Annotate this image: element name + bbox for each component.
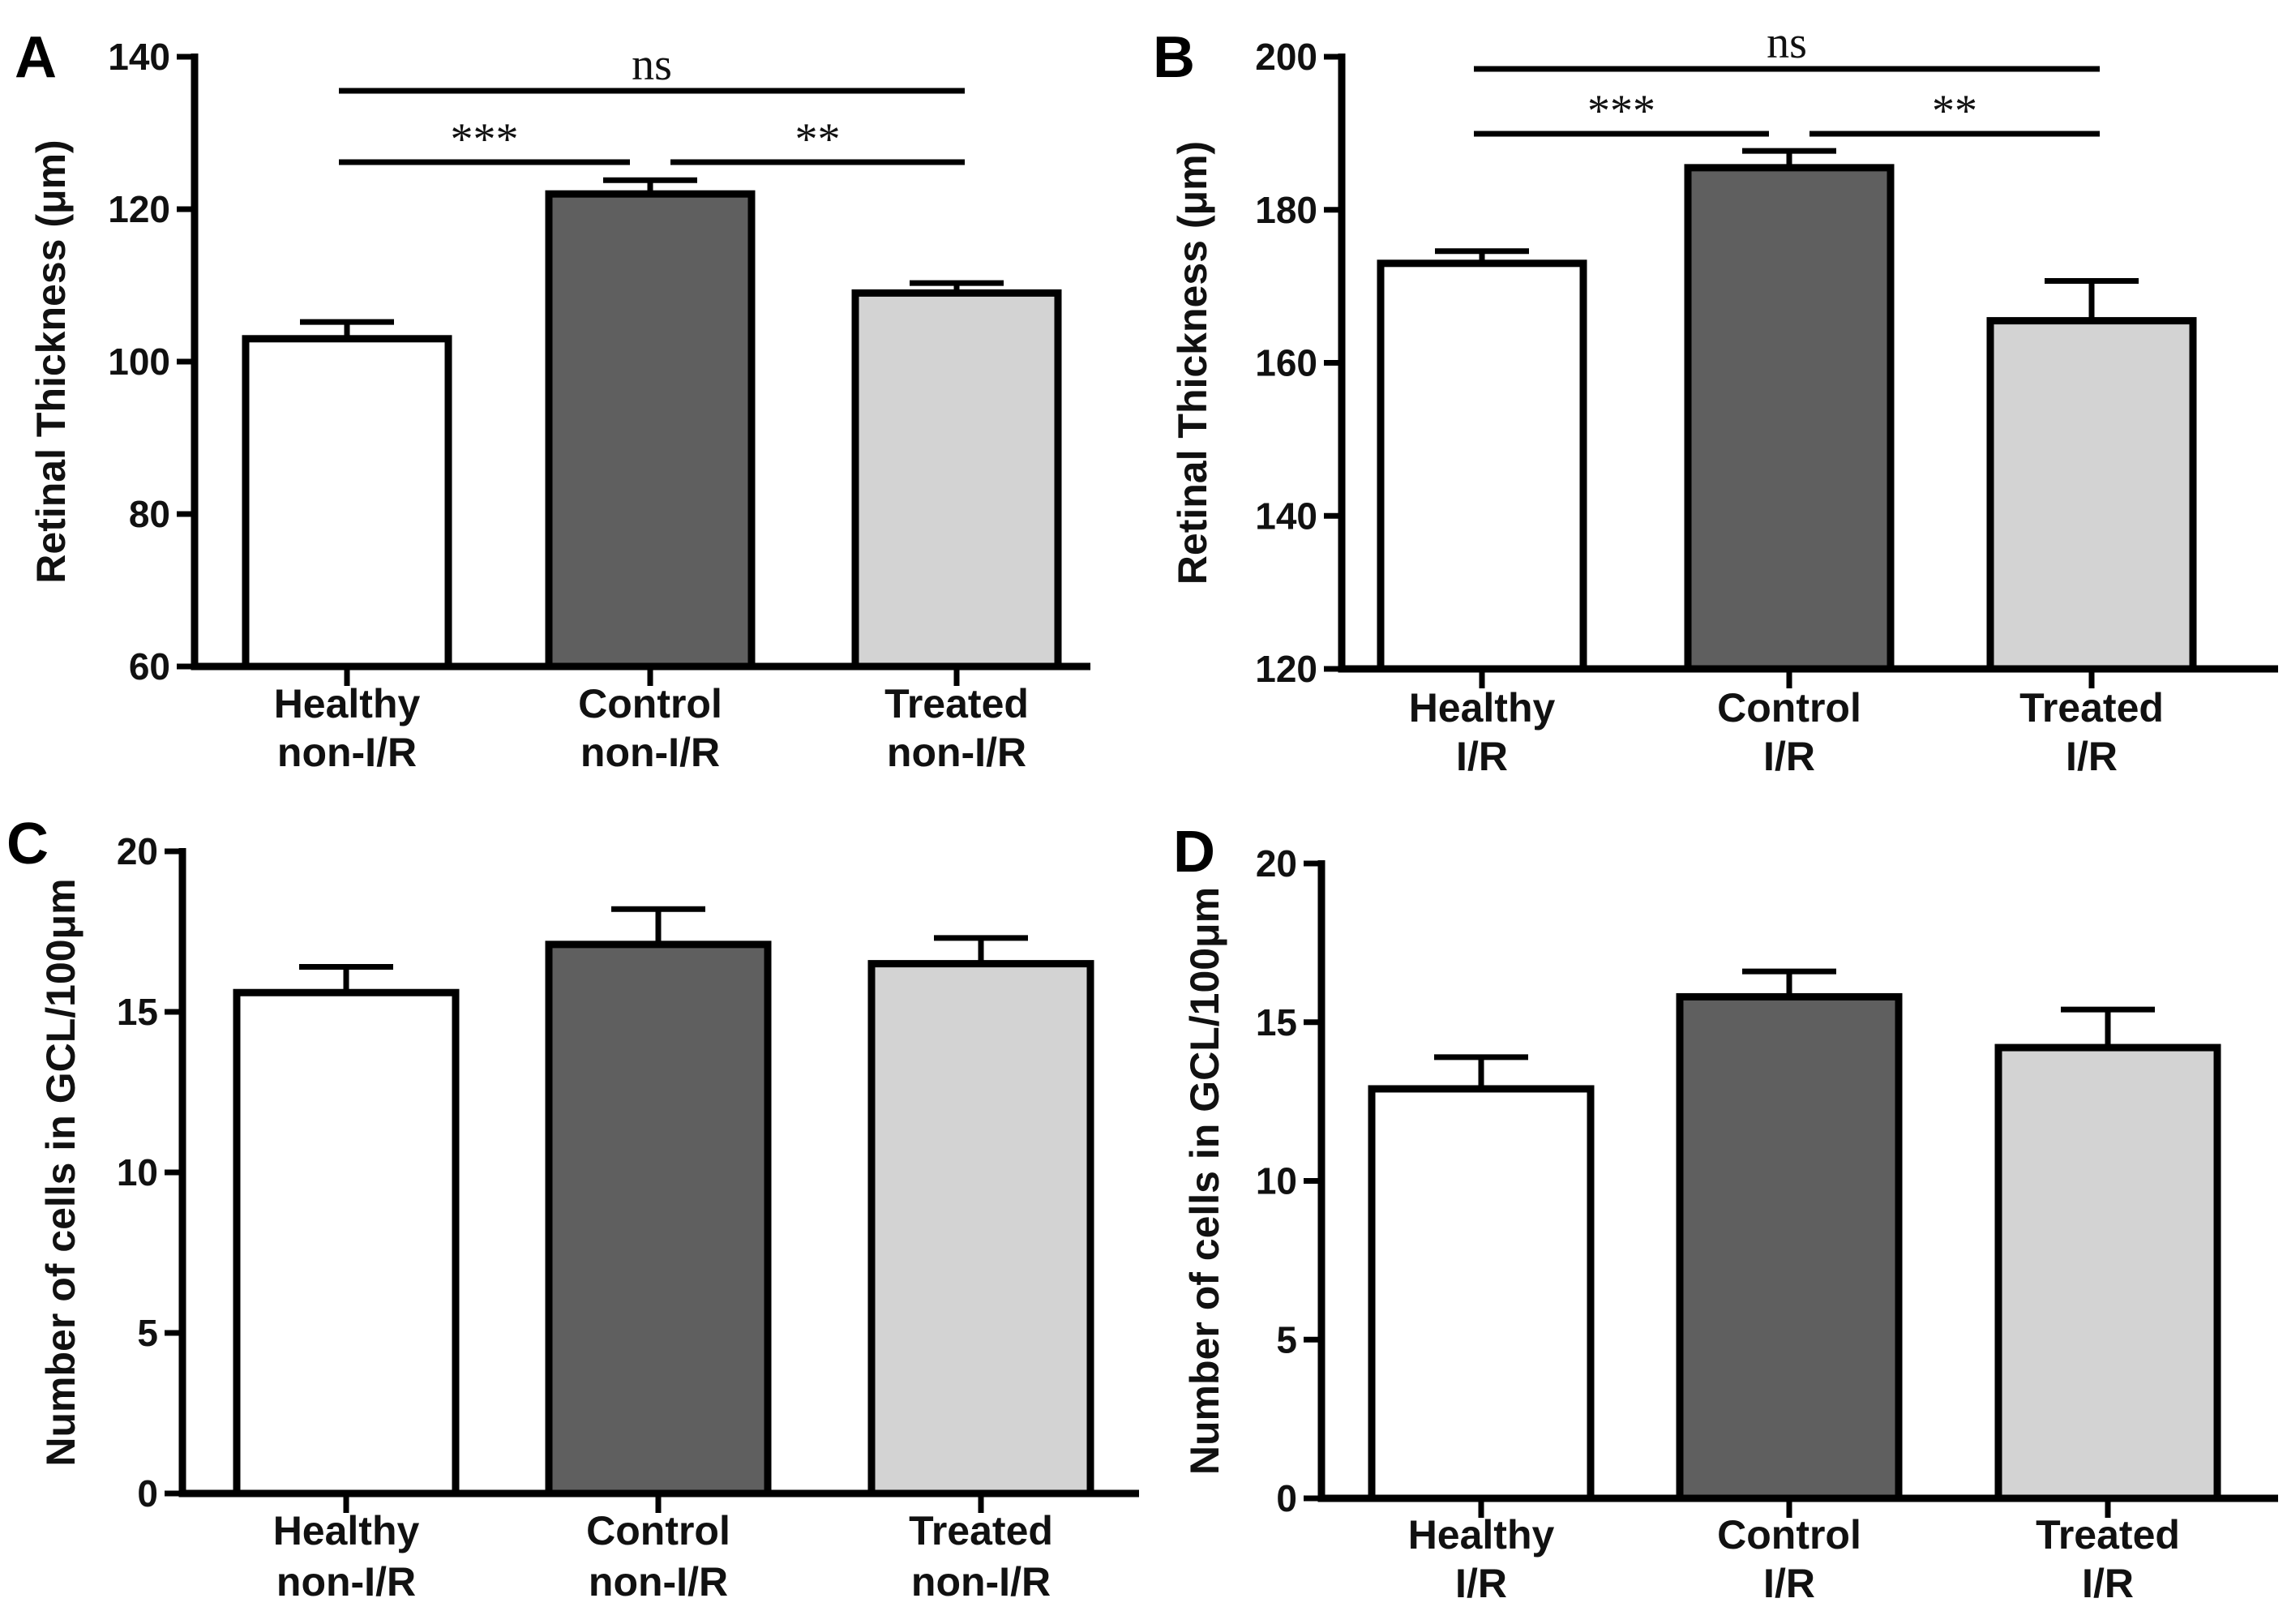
y-tick-label: 100 [108,341,170,383]
x-tick-label: Healthy [1409,685,1556,731]
panel-letter-d: D [1173,820,1215,885]
x-tick-label: Treated [2019,685,2164,731]
x-tick-sublabel: non-I/R [580,730,720,775]
x-tick-sublabel: I/R [1763,1561,1815,1606]
y-tick-label: 5 [137,1312,158,1354]
significance-label: ns [1767,18,1807,68]
x-tick-label: Healthy [273,1508,420,1553]
bar-healthy [233,988,460,1498]
significance-label: *** [1587,86,1655,136]
significance-label: ns [632,40,672,90]
bar-control [1684,164,1895,673]
panel-a-chart: A Retinal Thickness (μm) 60 80 100 120 140 Heal… [15,25,1090,775]
x-tick-label: Healthy [274,681,421,726]
x-tick-sublabel: I/R [1456,734,1508,779]
y-tick-label: 140 [1255,495,1317,537]
panel-letter-b: B [1153,25,1195,90]
y-tick-label: 10 [1256,1160,1297,1202]
x-tick-sublabel: I/R [1455,1561,1507,1606]
bar-treated [1994,1043,2221,1502]
y-tick-label: 0 [1276,1477,1297,1519]
y-axis-title: Retinal Thickness (μm) [1170,141,1215,585]
significance-label: *** [451,114,519,165]
x-tick-label: Healthy [1408,1512,1555,1558]
y-tick-label: 140 [108,36,170,78]
y-tick-label: 180 [1255,189,1317,231]
y-tick-label: 20 [117,830,158,872]
bar-healthy [242,335,452,671]
x-tick-sublabel: non-I/R [911,1559,1051,1605]
bar-control [545,941,772,1498]
y-tick-label: 15 [1256,1001,1297,1043]
y-tick-label: 10 [117,1151,158,1193]
y-axis-title: Number of cells in GCL/100μm [1182,887,1227,1475]
y-tick-label: 160 [1255,342,1317,384]
x-tick-sublabel: non-I/R [887,730,1026,775]
x-tick-sublabel: non-I/R [589,1559,728,1605]
y-tick-label: 80 [129,493,170,535]
significance-label: ** [1932,86,1977,136]
y-tick-label: 5 [1276,1318,1297,1360]
x-tick-label: Control [586,1508,730,1553]
bar-treated [1986,317,2197,673]
panel-letter-a: A [15,25,57,90]
x-tick-label: Control [578,681,722,726]
x-tick-label: Control [1717,685,1861,731]
x-tick-sublabel: non-I/R [276,1559,416,1605]
panel-letter-c: C [6,812,49,876]
y-tick-label: 0 [137,1472,158,1515]
x-tick-label: Treated [909,1508,1053,1553]
y-tick-label: 15 [117,991,158,1033]
y-axis-title: Retinal Thickness (μm) [28,139,74,583]
x-tick-label: Control [1717,1512,1861,1558]
y-tick-label: 20 [1256,842,1297,885]
y-tick-label: 200 [1255,36,1317,78]
y-tick-label: 120 [108,188,170,230]
panel-b-chart: B Retinal Thickness (μm) 120 140 160 180 200 He… [1153,18,2278,779]
x-tick-sublabel: I/R [1763,734,1815,779]
significance-label: ** [795,114,841,165]
bar-treated [867,960,1094,1498]
y-tick-label: 60 [129,645,170,688]
y-axis-title: Number of cells in GCL/100μm [38,878,84,1466]
x-tick-label: Treated [884,681,1029,726]
x-tick-sublabel: non-I/R [277,730,417,775]
bar-healthy [1377,259,1587,673]
x-tick-sublabel: I/R [2082,1561,2134,1606]
bar-control [1676,992,1903,1502]
bar-control [545,190,756,671]
x-tick-label: Treated [2036,1512,2180,1558]
x-tick-sublabel: I/R [2066,734,2118,779]
bar-treated [851,289,1062,671]
y-tick-label: 120 [1255,648,1317,690]
bar-healthy [1368,1085,1595,1502]
